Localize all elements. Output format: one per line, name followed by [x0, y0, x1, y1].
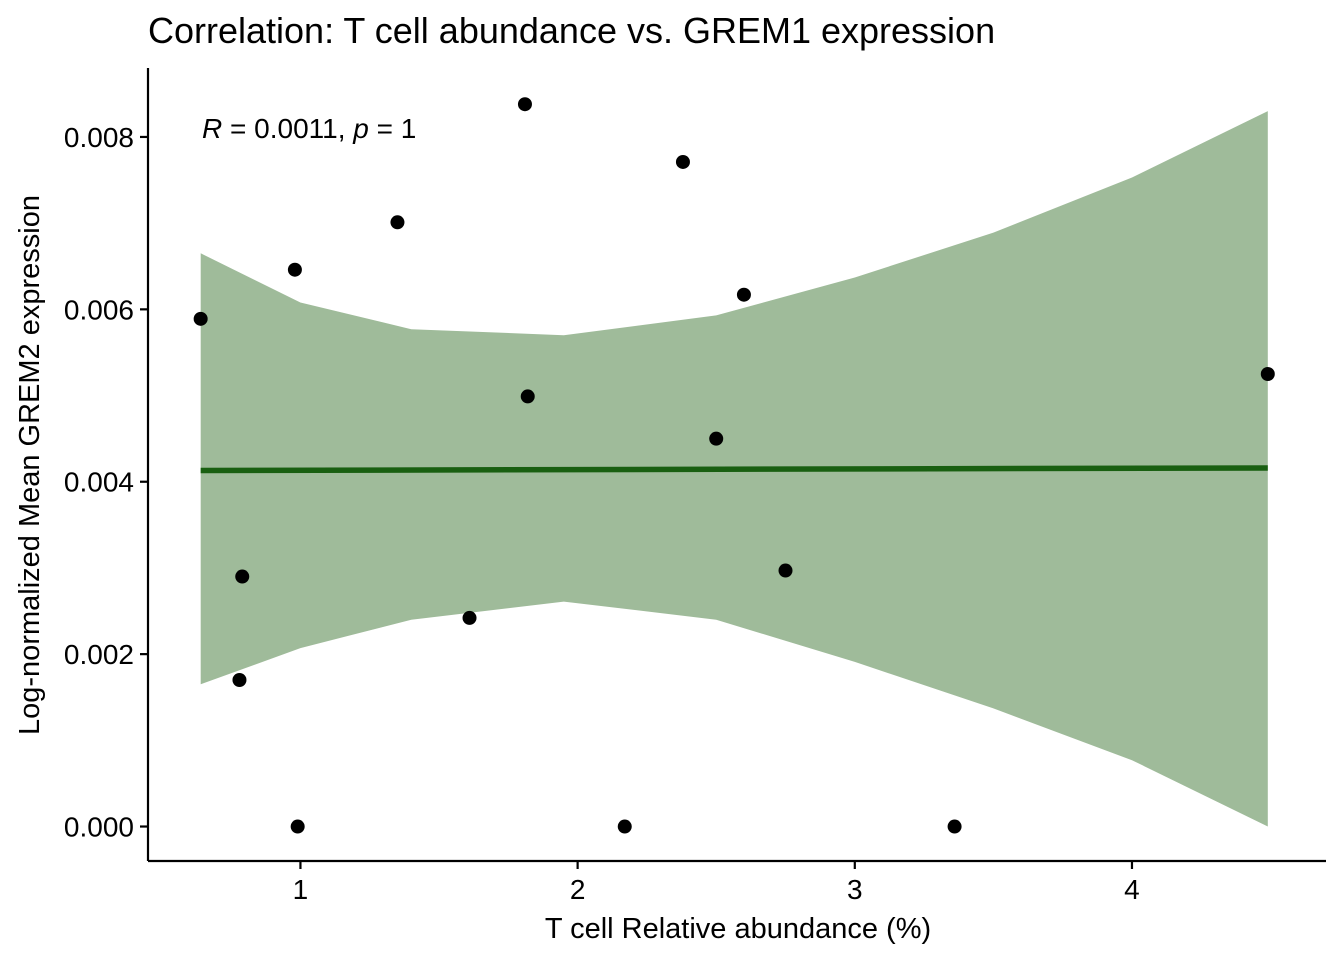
x-tick-label: 1: [293, 874, 309, 905]
x-axis-title: T cell Relative abundance (%): [545, 913, 931, 945]
correlation-annotation: R = 0.0011, p = 1: [202, 113, 416, 144]
data-point-5: [290, 819, 305, 834]
p-symbol: p: [352, 113, 369, 144]
data-point-10: [617, 819, 632, 834]
r-value: = 0.0011,: [222, 113, 353, 144]
fit-line-layer: [200, 465, 1268, 474]
data-point-13: [736, 287, 751, 302]
data-point-6: [390, 215, 405, 230]
data-points-layer: [193, 97, 1275, 834]
data-point-4: [287, 262, 302, 277]
regression-line: [200, 465, 1268, 474]
y-tick-label: 0.000: [64, 812, 134, 843]
data-point-15: [947, 819, 962, 834]
data-point-1: [193, 311, 208, 326]
data-point-16: [1260, 366, 1275, 381]
x-tick-label: 3: [847, 874, 863, 905]
y-tick-label: 0.006: [64, 294, 134, 325]
y-tick-label: 0.002: [64, 639, 134, 670]
chart-title: Correlation: T cell abundance vs. GREM1 …: [148, 10, 995, 51]
p-value: = 1: [369, 113, 416, 144]
x-tick-label: 4: [1124, 874, 1140, 905]
axes-layer: 0.000 0.002 0.004 0.006 0.008 1 2 3 4: [64, 68, 1326, 905]
data-point-12: [709, 431, 724, 446]
r-symbol: R: [202, 113, 222, 144]
data-point-8: [517, 97, 532, 112]
y-tick-label: 0.004: [64, 467, 134, 498]
y-tick-label: 0.008: [64, 122, 134, 153]
data-point-7: [462, 610, 477, 625]
x-tick-label: 2: [570, 874, 586, 905]
data-point-3: [232, 672, 247, 687]
data-point-2: [235, 569, 250, 584]
data-point-9: [520, 389, 535, 404]
data-point-11: [675, 154, 690, 169]
y-axis-title: Log-normalized Mean GREM2 expression: [14, 195, 46, 735]
data-point-14: [778, 563, 793, 578]
